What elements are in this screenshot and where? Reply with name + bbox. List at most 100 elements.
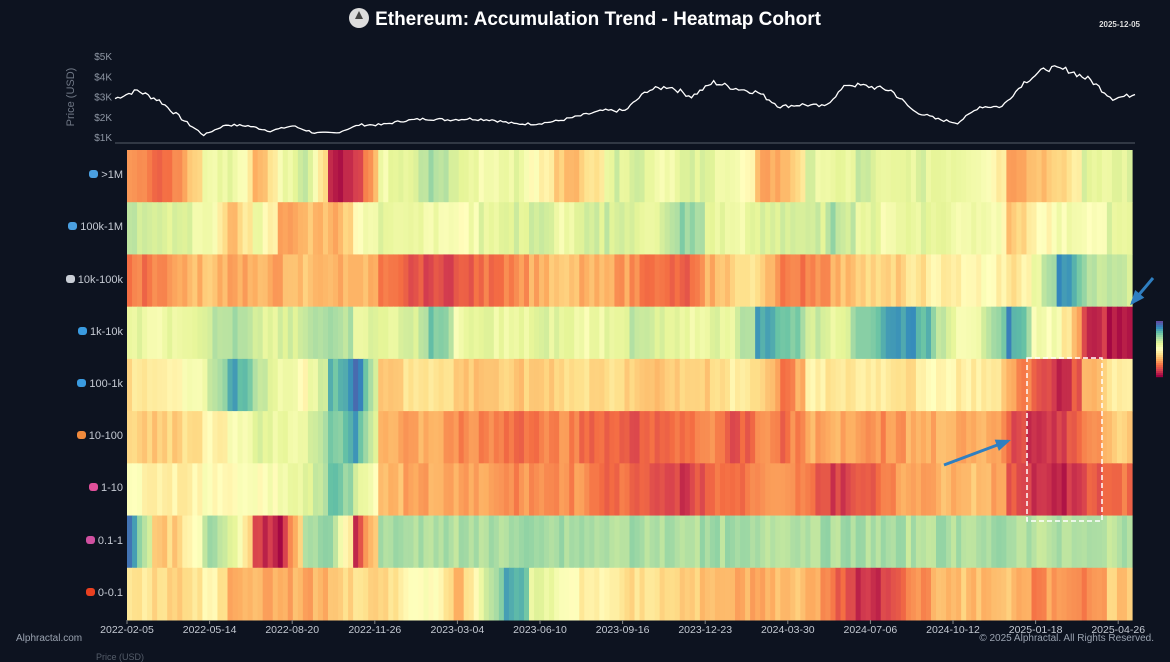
heatmap-cell — [654, 254, 661, 308]
heatmap-cell — [423, 515, 430, 569]
heatmap-cell — [579, 463, 585, 517]
heatmap-cell — [292, 411, 299, 464]
heatmap-cell — [865, 150, 872, 203]
heatmap-cell — [1056, 254, 1063, 308]
brand-label[interactable]: Alphractal.com — [16, 633, 83, 644]
heatmap-cell — [599, 463, 605, 517]
heatmap-cell — [297, 150, 304, 203]
heatmap-cell — [418, 567, 425, 621]
heatmap-cell — [1076, 567, 1083, 621]
heatmap-cell — [438, 150, 445, 203]
heatmap-cell — [785, 411, 791, 464]
heatmap-cell — [358, 567, 364, 621]
heatmap-cell — [780, 463, 786, 517]
heatmap-cell — [936, 358, 942, 412]
heatmap-cell — [946, 567, 952, 621]
heatmap-cell — [1021, 567, 1028, 621]
heatmap-cell — [820, 411, 827, 464]
heatmap-cell — [358, 358, 364, 412]
cohort-label-text: 0-0.1 — [97, 586, 123, 599]
heatmap-cell — [850, 463, 857, 517]
heatmap-cell — [423, 306, 430, 360]
heatmap-cell — [1001, 358, 1007, 412]
heatmap-cell — [418, 358, 425, 412]
heatmap-cell — [951, 411, 957, 464]
heatmap-cell — [498, 463, 505, 517]
heatmap-cell — [835, 411, 842, 464]
heatmap-cell — [1071, 411, 1078, 464]
heatmap-cell — [322, 254, 329, 308]
heatmap-cell — [132, 463, 138, 517]
heatmap-cell — [307, 150, 314, 203]
heatmap-cell — [574, 411, 580, 464]
heatmap-cell — [609, 411, 616, 464]
heatmap-cell — [664, 411, 671, 464]
heatmap-cell — [534, 358, 540, 412]
heatmap-cell — [177, 411, 183, 464]
heatmap-cell — [800, 358, 806, 412]
heatmap-cell — [1126, 254, 1133, 308]
heatmap-cell — [966, 150, 972, 203]
heatmap-cell — [433, 254, 440, 308]
heatmap-cell — [187, 463, 193, 517]
heatmap-cell — [1066, 306, 1073, 360]
heatmap-cell — [348, 202, 354, 255]
heatmap-cell — [905, 306, 912, 360]
cohort-label: 10k-100k — [65, 274, 123, 286]
heatmap-cell — [714, 358, 721, 412]
heatmap-cell — [212, 202, 219, 255]
heatmap-cell — [855, 358, 862, 412]
heatmap-cell — [443, 306, 450, 360]
heatmap-cell — [679, 463, 686, 517]
heatmap-cell — [1021, 306, 1028, 360]
heatmap-cell — [182, 463, 188, 517]
heatmap-cell — [363, 254, 369, 308]
heatmap-cell — [539, 358, 545, 412]
heatmap-cell — [855, 515, 862, 569]
heatmap-cell — [574, 463, 580, 517]
dolphin-icon — [77, 326, 87, 335]
heatmap-cell — [860, 411, 867, 464]
heatmap-cell — [529, 150, 535, 203]
heatmap-cell — [931, 150, 937, 203]
heatmap-cell — [383, 515, 389, 569]
heatmap-cell — [227, 567, 234, 621]
heatmap-cell — [453, 567, 460, 621]
heatmap-cell — [373, 306, 379, 360]
heatmap-cell — [1086, 515, 1093, 569]
heatmap-cell — [860, 358, 867, 412]
heatmap-cell — [162, 463, 168, 517]
heatmap-cell — [669, 358, 676, 412]
heatmap-cell — [287, 202, 294, 255]
heatmap-cell — [322, 515, 329, 569]
heatmap-cell — [262, 358, 269, 412]
heatmap-cell — [1051, 463, 1058, 517]
heatmap-cell — [1096, 567, 1103, 621]
heatmap-cell — [418, 202, 425, 255]
heatmap-cell — [317, 567, 324, 621]
heatmap-cell — [333, 411, 339, 464]
heatmap-cell — [539, 463, 545, 517]
heatmap-cell — [865, 567, 872, 621]
heatmap-cell — [1001, 150, 1007, 203]
heatmap-cell — [946, 463, 952, 517]
heatmap-cell — [765, 150, 771, 203]
heatmap-cell — [669, 567, 676, 621]
heatmap-cell — [795, 567, 801, 621]
heatmap-cell — [870, 567, 877, 621]
cohort-label: 0.1-1 — [85, 535, 123, 547]
heatmap-cell — [599, 515, 605, 569]
heatmap-cell — [1036, 515, 1043, 569]
heatmap-cell — [885, 254, 892, 308]
heatmap-cell — [252, 358, 259, 412]
heatmap-cell — [363, 202, 369, 255]
heatmap-cell — [765, 306, 771, 360]
heatmap-cell — [956, 567, 962, 621]
heatmap-cell — [689, 567, 696, 621]
x-tick-label: 2025-04-26 — [1091, 624, 1145, 636]
heatmap-cell — [709, 463, 716, 517]
heatmap-cell — [1071, 306, 1078, 360]
heatmap-cell — [317, 463, 324, 517]
heatmap-cell — [946, 358, 952, 412]
heatmap-cell — [1031, 463, 1038, 517]
